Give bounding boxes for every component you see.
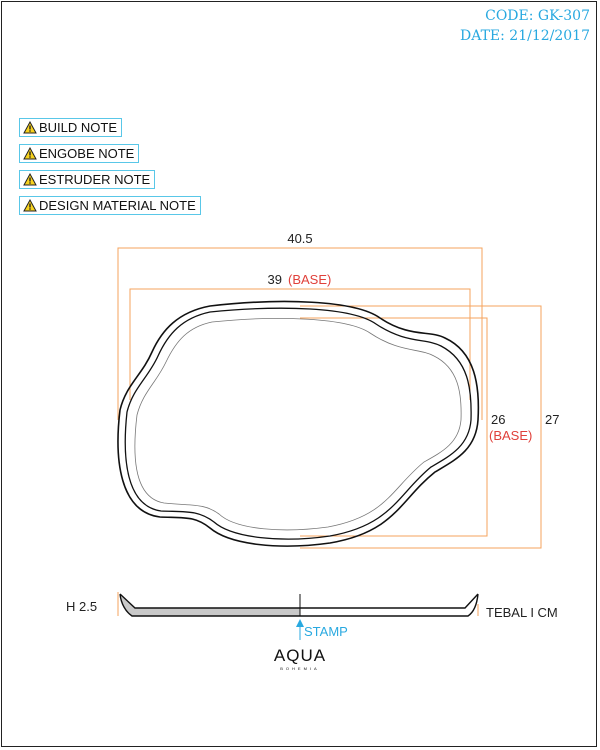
engobe-note[interactable]: ENGOBE NOTE bbox=[19, 144, 140, 163]
brand-logo: AQUA bbox=[274, 646, 326, 665]
product-code: CODE: GK-307 bbox=[485, 8, 590, 24]
plate-section-fill bbox=[120, 594, 300, 616]
base-depth-dimension bbox=[300, 317, 488, 537]
design-material-note[interactable]: DESIGN MATERIAL NOTE bbox=[19, 196, 201, 215]
estruder-note-label: ESTRUDER NOTE bbox=[39, 172, 151, 187]
height-label: H 2.5 bbox=[66, 599, 97, 614]
design-material-note-label: DESIGN MATERIAL NOTE bbox=[39, 198, 196, 213]
overall-depth-dimension bbox=[300, 305, 542, 549]
stamp-arrow-icon bbox=[296, 619, 304, 627]
build-note-label: BUILD NOTE bbox=[39, 120, 118, 135]
build-note[interactable]: BUILD NOTE bbox=[19, 118, 123, 137]
base-width-dimension bbox=[129, 288, 471, 400]
plate-outer-rim bbox=[117, 300, 480, 547]
plate-base-outline bbox=[134, 318, 462, 531]
dimension-lines bbox=[117, 247, 542, 616]
stamp-label: STAMP bbox=[304, 624, 348, 639]
base-depth-label: 26 bbox=[491, 412, 505, 427]
warning-icon bbox=[23, 121, 37, 134]
overall-width-label: 40.5 bbox=[287, 231, 312, 246]
base-width-tag: (BASE) bbox=[288, 272, 331, 287]
drawing-date: DATE: 21/12/2017 bbox=[460, 28, 590, 44]
thickness-label: TEBAL I CM bbox=[486, 605, 558, 620]
overall-depth-label: 27 bbox=[545, 412, 559, 427]
plate-top-view bbox=[117, 300, 480, 547]
plate-side-view bbox=[119, 593, 479, 617]
warning-icon bbox=[23, 147, 37, 160]
plate-inner-rim bbox=[124, 307, 472, 540]
base-depth-tag: (BASE) bbox=[489, 428, 532, 443]
warning-icon bbox=[23, 173, 37, 186]
estruder-note[interactable]: ESTRUDER NOTE bbox=[19, 170, 156, 189]
overall-width-dimension bbox=[117, 247, 483, 420]
engobe-note-label: ENGOBE NOTE bbox=[39, 146, 135, 161]
base-width-label: 39 bbox=[268, 272, 282, 287]
brand-sub: BOHEMIA bbox=[280, 666, 319, 671]
warning-icon bbox=[23, 199, 37, 212]
